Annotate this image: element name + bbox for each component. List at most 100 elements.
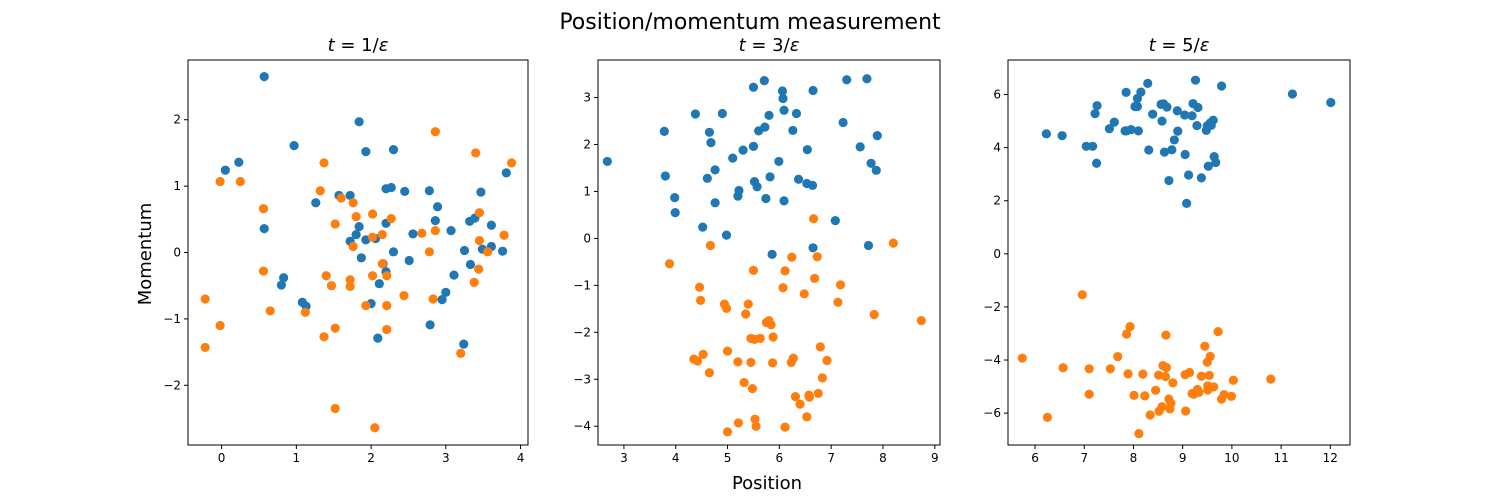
scatter-point — [1219, 389, 1229, 400]
scatter-point — [774, 156, 784, 167]
scatter-point — [1121, 87, 1131, 97]
scatter-point — [441, 287, 451, 297]
scatter-point — [235, 176, 245, 187]
scatter-point — [788, 125, 798, 136]
scatter-point — [747, 384, 758, 394]
scatter-point — [446, 225, 456, 236]
scatter-point — [1326, 97, 1336, 108]
scatter-point — [1084, 389, 1094, 399]
scatter-point — [1109, 117, 1119, 127]
scatter-point — [1202, 357, 1212, 367]
scatter-point — [1160, 371, 1171, 382]
y-tick-label: −3 — [573, 372, 591, 386]
scatter-point — [838, 117, 848, 128]
scatter-point — [746, 357, 756, 367]
scatter-point — [430, 127, 440, 137]
scatter-point — [400, 186, 410, 197]
scatter-point — [258, 266, 269, 276]
scatter-point — [432, 202, 443, 212]
scatter-point — [1088, 141, 1098, 151]
subplot-title: t = 1/ε — [328, 35, 389, 56]
scatter-point — [1164, 175, 1174, 186]
scatter-point — [766, 320, 776, 330]
scatter-point — [1138, 369, 1148, 379]
x-tick-label: 10 — [1224, 451, 1239, 465]
scatter-point — [234, 157, 244, 167]
scatter-point — [1266, 374, 1276, 384]
scatter-point — [760, 122, 770, 132]
scatter-point — [336, 193, 346, 203]
scatter-point — [1058, 363, 1068, 373]
scatter-point — [437, 295, 447, 305]
scatter-point — [1084, 364, 1094, 374]
scatter-point — [802, 412, 812, 422]
series-1 — [220, 71, 511, 349]
x-tick-label: 8 — [879, 451, 887, 465]
y-tick-label: 0 — [583, 231, 591, 245]
x-tick-label: 6 — [776, 451, 784, 465]
scatter-point — [449, 270, 459, 280]
scatter-point — [345, 190, 355, 201]
scatter-point — [871, 165, 881, 175]
scatter-point — [373, 333, 383, 343]
scatter-point — [428, 294, 438, 304]
scatter-point — [1193, 102, 1203, 113]
scatter-point — [319, 332, 329, 342]
scatter-point — [330, 403, 340, 414]
scatter-point — [311, 198, 321, 208]
scatter-point — [348, 241, 358, 252]
scatter-point — [793, 174, 804, 184]
scatter-point — [1228, 375, 1238, 385]
scatter-point — [830, 215, 840, 226]
y-tick-label: −6 — [983, 406, 1001, 420]
scatter-point — [300, 307, 310, 317]
scatter-point — [1090, 109, 1100, 119]
scatter-point — [367, 209, 378, 219]
scatter-point — [1211, 157, 1221, 168]
scatter-point — [265, 306, 275, 316]
scatter-point — [1113, 351, 1123, 362]
scatter-point — [1133, 126, 1144, 136]
scatter-point — [780, 422, 790, 432]
scatter-point — [1208, 115, 1218, 125]
scatter-point — [743, 299, 753, 309]
scatter-point — [430, 225, 440, 236]
scatter-point — [374, 279, 384, 289]
scatter-point — [752, 182, 762, 192]
scatter-point — [777, 86, 788, 96]
x-tick-label: 1 — [293, 451, 301, 465]
subplot-title: t = 3/ε — [739, 35, 800, 56]
scatter-point — [728, 153, 738, 163]
scatter-point — [1192, 120, 1202, 131]
scatter-point — [808, 214, 819, 224]
scatter-point — [1204, 370, 1214, 381]
x-tick-label: 11 — [1273, 451, 1288, 465]
scatter-point — [722, 427, 733, 437]
series-2 — [1017, 290, 1276, 439]
y-tick-label: 2 — [993, 194, 1001, 208]
scatter-point — [1172, 106, 1182, 116]
scatter-point — [315, 186, 325, 196]
subplot-1: t = 1/ε 0 1 2 3 4 −2 −1 0 1 2 — [163, 35, 529, 465]
scatter-point — [1145, 410, 1155, 420]
scatter-point — [1161, 362, 1172, 373]
scatter-point — [815, 342, 825, 352]
scatter-point — [810, 273, 820, 283]
scatter-point — [215, 176, 225, 187]
scatter-point — [748, 82, 759, 92]
scatter-point — [367, 232, 378, 242]
scatter-point — [351, 229, 361, 240]
figure-suptitle: Position/momentum measurement — [559, 10, 941, 35]
scatter-point — [804, 390, 814, 400]
x-tick-label: 0 — [218, 451, 226, 465]
scatter-point — [690, 109, 701, 119]
scatter-point — [1194, 387, 1204, 398]
x-tick-label: 2 — [367, 451, 375, 465]
scatter-point — [474, 264, 484, 274]
scatter-point — [1136, 87, 1146, 97]
scatter-point — [748, 265, 759, 275]
scatter-point — [1105, 364, 1115, 374]
series-2 — [200, 127, 517, 433]
scatter-point — [351, 212, 361, 222]
